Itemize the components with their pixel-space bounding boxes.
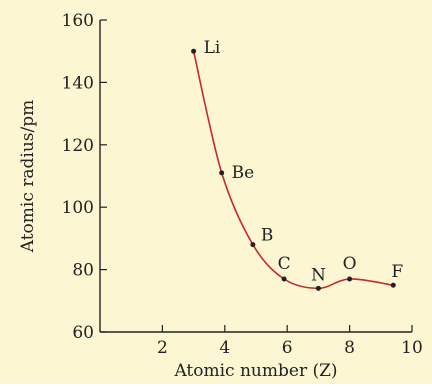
point-label-be: Be bbox=[232, 163, 255, 183]
y-tick-label: 140 bbox=[62, 73, 94, 93]
y-axis-title: Atomic radius/pm bbox=[18, 100, 38, 254]
point-label-b: B bbox=[261, 226, 274, 246]
point-label-li: Li bbox=[204, 38, 221, 58]
data-point-f bbox=[390, 282, 396, 288]
y-tick-label: 160 bbox=[62, 11, 94, 31]
data-point-n bbox=[315, 285, 321, 291]
data-point-o bbox=[347, 276, 353, 282]
plot-area bbox=[100, 20, 412, 332]
y-tick-label: 100 bbox=[62, 198, 94, 218]
x-tick-label: 2 bbox=[157, 338, 168, 358]
data-point-b bbox=[250, 242, 256, 248]
x-tick-label: 4 bbox=[219, 338, 230, 358]
y-tick-label: 120 bbox=[62, 136, 94, 156]
y-tick-label: 60 bbox=[72, 323, 94, 343]
point-label-o: O bbox=[343, 254, 357, 274]
y-tick-label: 80 bbox=[72, 261, 94, 281]
data-point-c bbox=[281, 276, 287, 282]
ticks: 60 80 100 120 140 160 2 4 6 8 10 bbox=[62, 11, 423, 358]
point-label-c: C bbox=[278, 254, 291, 274]
x-axis-title: Atomic number (Z) bbox=[173, 361, 337, 381]
x-tick-label: 10 bbox=[401, 338, 423, 358]
point-label-f: F bbox=[391, 262, 403, 282]
data-point-be bbox=[219, 170, 225, 176]
x-tick-label: 8 bbox=[344, 338, 355, 358]
x-tick-label: 6 bbox=[282, 338, 293, 358]
axes bbox=[99, 20, 412, 333]
data-point-li bbox=[191, 48, 197, 54]
point-label-n: N bbox=[311, 265, 326, 285]
